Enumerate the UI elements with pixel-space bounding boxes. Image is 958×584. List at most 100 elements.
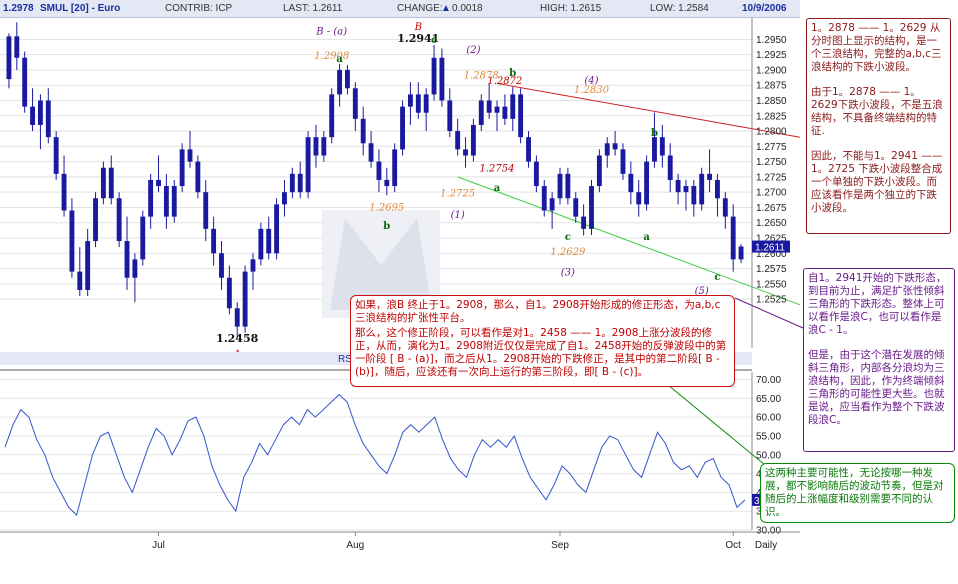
candle-body: [722, 198, 728, 217]
candle-body: [22, 57, 28, 107]
candle-body: [557, 173, 563, 199]
candle-body: [463, 149, 468, 156]
candle-body: [108, 167, 114, 199]
candle-body: [100, 167, 106, 199]
header-low: LOW: 1.2584: [650, 3, 709, 14]
x-tick-label: Oct: [725, 540, 741, 551]
candle-body: [360, 118, 366, 144]
candle-body: [707, 173, 713, 180]
candle-body: [163, 186, 169, 217]
rsi-tick-label: 70.00: [756, 375, 781, 386]
price-tick-label: 1.2900: [756, 65, 787, 76]
candle-body: [30, 106, 35, 125]
candle-body: [53, 137, 59, 174]
candle-body: [226, 277, 232, 309]
candle-body: [659, 137, 665, 156]
wave-label: 1.2941: [397, 32, 439, 45]
note3-paragraph: 那么，这个修正阶段，可以看作是对1。2458 —— 1。2908上涨分波段的修正…: [355, 327, 727, 378]
price-tick-label: 1.2825: [756, 111, 787, 122]
candle-body: [431, 57, 437, 95]
candle-body: [384, 179, 390, 187]
candle-body: [266, 228, 272, 254]
candle-body: [305, 137, 311, 193]
trendline: [457, 176, 801, 306]
rsi-label: RSI: [338, 354, 355, 365]
x-axis: Jul Aug Sep Oct Daily: [0, 531, 800, 551]
wave-label: 1.2458: [216, 332, 258, 345]
candle-body: [282, 192, 287, 205]
price-tick-label: 1.2850: [756, 96, 787, 107]
wave-label: 1.2878: [464, 71, 499, 82]
candle-body: [69, 210, 75, 272]
candle-body: [478, 100, 484, 125]
wave-label: c: [714, 272, 720, 283]
price-tick-label: 1.2525: [756, 295, 787, 306]
wave-label: (5): [695, 286, 709, 297]
header-change-arrow-icon: ▲: [441, 3, 451, 14]
wave-label: a: [336, 54, 343, 65]
candle-body: [124, 241, 130, 278]
wave-label: (2): [466, 45, 480, 56]
candle-body: [533, 161, 539, 187]
header-top-price: 1.2978: [3, 3, 34, 14]
candle-body: [675, 179, 681, 193]
candle-body: [392, 149, 398, 187]
wave-label: b: [509, 68, 516, 79]
candle-body: [234, 308, 240, 327]
x-tick-label: Daily: [755, 540, 777, 551]
candle-body: [376, 161, 382, 180]
candle-body: [589, 186, 594, 229]
rsi-tick-label: 30.00: [756, 526, 781, 537]
candle-body: [313, 137, 319, 156]
price-tick-label: 1.2775: [756, 142, 787, 153]
candle-body: [596, 155, 602, 187]
note1-paragraph: 由于1。2878 —— 1。2629下跌小波段，不是五浪结构，不具备终端结构的特…: [811, 86, 943, 137]
candle-body: [211, 228, 217, 254]
wave-label: b: [383, 221, 390, 232]
last-price-marker: [752, 240, 790, 253]
candle-body: [77, 271, 83, 290]
candle-body: [612, 143, 618, 150]
annotation-note-purple: 自1。2941开始的下跌形态，到目前为止，满足扩张性倾斜三角形的下跌形态。整体上…: [803, 268, 955, 452]
wave-label: 1.2754: [480, 163, 515, 174]
price-tick-label: 1.2575: [756, 264, 787, 275]
candle-body: [156, 179, 161, 187]
note3-paragraph: 如果，浪B 终止于1。2908，那么，自1。2908开始形成的修正形态，为a,b…: [355, 299, 721, 324]
candle-body: [297, 173, 303, 193]
price-tick-label: 1.2675: [756, 203, 787, 214]
candle-body: [565, 173, 571, 199]
candle-body: [352, 88, 358, 119]
candle-body: [140, 216, 146, 260]
candle-body: [573, 198, 579, 217]
rsi-line: [4, 393, 746, 516]
candle-body: [691, 186, 697, 205]
candle-body: [526, 137, 531, 162]
wave-label: a: [643, 232, 650, 243]
candle-body: [652, 137, 657, 162]
price-tick-label: 1.2550: [756, 279, 787, 290]
wave-label: 1.2908: [314, 51, 349, 62]
candle-body: [85, 241, 91, 290]
candle-body: [329, 94, 335, 138]
candle-body: [518, 94, 524, 138]
candle-body: [730, 216, 736, 260]
header-change-label: CHANGE:: [397, 3, 443, 14]
rsi-series-line: [4, 393, 746, 516]
candle-body: [116, 198, 122, 242]
candle-body: [667, 155, 673, 180]
candle-body: [203, 192, 209, 229]
candle-body: [510, 94, 516, 119]
candle-body: [439, 57, 445, 101]
candle-body: [242, 271, 248, 327]
candle-body: [179, 149, 185, 187]
note1-paragraph: 1。2878 —— 1。2629 从分时图上显示的结构，是一个三浪结构，完整的a…: [811, 22, 942, 73]
candle-body: [14, 36, 20, 58]
candle-body: [549, 198, 555, 211]
wave-label: a: [494, 183, 501, 194]
x-tick-label: Jul: [152, 540, 165, 551]
candle-body: [289, 173, 295, 193]
wave-label: B: [414, 22, 422, 33]
candle-body: [45, 100, 51, 138]
note2-paragraph: 但是，由于这个潜在发展的倾斜三角形，内部各分浪均为三浪结构，因此，作为终端倾斜三…: [808, 349, 945, 426]
candle-body: [171, 186, 177, 217]
